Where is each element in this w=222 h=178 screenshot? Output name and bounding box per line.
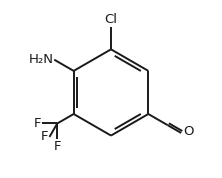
- Text: H₂N: H₂N: [28, 53, 53, 66]
- Text: Cl: Cl: [105, 13, 117, 26]
- Text: F: F: [54, 140, 61, 153]
- Text: F: F: [33, 117, 41, 130]
- Text: O: O: [184, 125, 194, 138]
- Text: F: F: [41, 130, 49, 143]
